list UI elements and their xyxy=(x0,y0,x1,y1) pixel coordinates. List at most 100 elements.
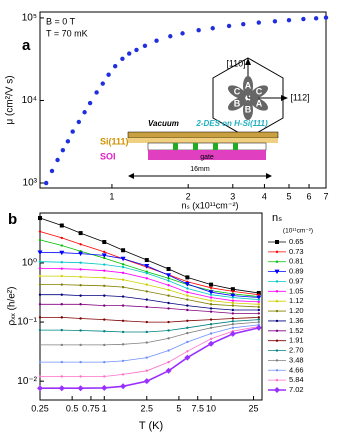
x-tick-label: 3 xyxy=(230,191,235,201)
marker xyxy=(209,282,214,287)
annotation: B = 0 T xyxy=(46,16,76,26)
marker xyxy=(145,356,148,359)
legend-label: 1.12 xyxy=(289,296,304,305)
marker xyxy=(143,378,150,385)
legend-label: 0.89 xyxy=(289,267,304,276)
y-tick-label: 10⁵ xyxy=(22,13,37,24)
marker xyxy=(257,293,261,296)
marker xyxy=(257,298,261,301)
series-line xyxy=(40,327,259,389)
marker xyxy=(186,294,189,297)
legend-label: 2.70 xyxy=(289,346,304,355)
marker xyxy=(79,360,82,364)
marker xyxy=(60,244,63,247)
marker xyxy=(209,293,213,296)
marker xyxy=(144,258,149,263)
marker xyxy=(167,320,170,324)
data-point xyxy=(142,43,148,48)
data-point xyxy=(112,64,118,69)
data-point xyxy=(313,16,319,21)
x-tick-label: 1 xyxy=(102,403,107,413)
marker xyxy=(167,360,170,364)
marker xyxy=(166,267,171,272)
marker xyxy=(78,231,83,236)
data-point xyxy=(180,31,185,36)
marker xyxy=(257,308,261,312)
marker xyxy=(185,275,190,280)
data-point xyxy=(94,90,99,95)
series-line xyxy=(39,252,259,298)
marker xyxy=(37,250,43,256)
marker xyxy=(121,295,125,298)
data-point xyxy=(272,19,278,24)
marker xyxy=(60,260,63,264)
marker xyxy=(145,283,148,286)
x-axis-label: nₛ (x10¹¹cm⁻²) xyxy=(181,200,238,210)
marker xyxy=(165,367,172,374)
marker xyxy=(275,339,279,342)
marker xyxy=(145,330,148,334)
legend-label: 0.81 xyxy=(289,257,304,266)
marker xyxy=(38,274,42,278)
marker xyxy=(103,330,106,333)
marker xyxy=(209,326,213,329)
marker xyxy=(231,301,235,305)
data-point xyxy=(226,23,232,29)
marker xyxy=(186,326,189,329)
marker xyxy=(38,360,42,364)
marker xyxy=(275,329,279,332)
x-tick-label: 6 xyxy=(307,191,312,201)
marker xyxy=(144,263,150,269)
legend-label: 7.02 xyxy=(289,385,304,394)
marker xyxy=(145,305,148,309)
marker xyxy=(103,360,106,364)
marker xyxy=(167,307,170,310)
marker xyxy=(79,343,82,347)
y-tick-label: 10⁴ xyxy=(22,95,37,106)
marker xyxy=(257,323,261,326)
legend-label: 0.73 xyxy=(289,247,304,256)
marker xyxy=(257,300,261,304)
marker xyxy=(79,284,82,287)
marker xyxy=(60,283,63,286)
marker xyxy=(167,349,170,352)
marker xyxy=(257,312,261,315)
marker xyxy=(208,340,215,347)
marker xyxy=(121,285,125,289)
marker xyxy=(275,300,279,303)
device-label: gate xyxy=(200,154,214,161)
marker xyxy=(231,290,235,293)
marker xyxy=(79,275,82,279)
marker xyxy=(275,280,279,283)
marker xyxy=(78,251,84,257)
marker xyxy=(275,290,279,293)
x-tick-label: 2.5 xyxy=(141,403,154,413)
data-point xyxy=(134,47,139,53)
marker xyxy=(208,290,214,295)
marker xyxy=(103,276,106,280)
domain-label: B xyxy=(234,98,241,108)
data-point xyxy=(100,81,105,86)
marker xyxy=(38,293,42,296)
marker xyxy=(60,316,63,319)
device-label: Si(111) xyxy=(100,136,129,146)
marker xyxy=(257,316,261,319)
x-tick-label: 25 xyxy=(249,403,259,413)
marker xyxy=(60,267,63,270)
series-line xyxy=(40,317,259,323)
data-point xyxy=(241,21,246,27)
legend-label: 1.52 xyxy=(289,326,304,335)
marker xyxy=(145,290,148,293)
marker xyxy=(186,298,189,301)
marker xyxy=(37,385,43,392)
marker xyxy=(186,287,189,290)
legend-label: 5.84 xyxy=(289,375,304,384)
marker xyxy=(167,284,170,287)
x-axis-label: T (K) xyxy=(139,420,163,432)
marker xyxy=(60,236,63,240)
marker xyxy=(38,328,42,332)
marker xyxy=(209,337,213,341)
data-point xyxy=(323,15,329,20)
marker xyxy=(60,343,63,347)
